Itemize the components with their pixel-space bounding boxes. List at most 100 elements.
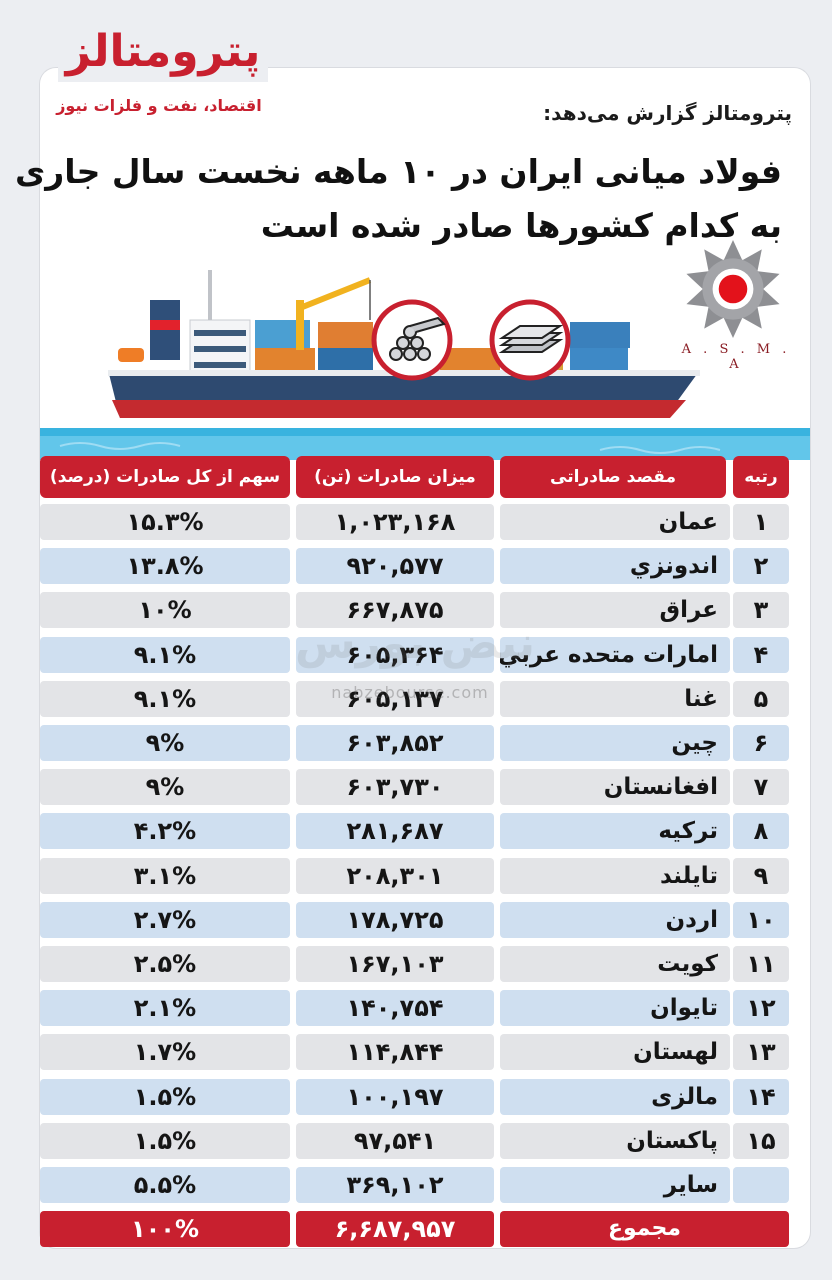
amount-cell: ۱۷۸,۷۲۵ (296, 901, 494, 938)
country-cell: مالزی (500, 1078, 730, 1115)
country-cell: چین (500, 725, 730, 761)
share-cell: ۱.۵% (40, 1078, 290, 1115)
table-row: ۹ تایلند ۲۰۸,۳۰۱ ۳.۱% (0, 857, 832, 894)
table-header: رتبه مقصد صادراتی میزان صادرات (تن) سهم … (0, 456, 832, 498)
table-row: ۱ عمان ۱,۰۲۳,۱۶۸ ۱۵.۳% (0, 504, 832, 540)
rank-cell: ۱۳ (733, 1034, 789, 1071)
table-row: ۱۰ اردن ۱۷۸,۷۲۵ ۲.۷% (0, 901, 832, 938)
amount-cell: ۶۶۷,۸۷۵ (296, 592, 494, 629)
header-share: سهم از کل صادرات (درصد) (40, 456, 290, 498)
country-cell: ترکیه (500, 813, 730, 850)
table-row: ۴ امارات متحده عربي ۶۰۵,۳۶۴ ۹.۱% (0, 636, 832, 673)
header-country: مقصد صادراتی (500, 456, 726, 498)
steel-sheets-icon (489, 299, 571, 381)
share-cell: ۱۳.۸% (40, 548, 290, 585)
country-cell: اردن (500, 901, 730, 938)
brand-logo: پترومتالز (58, 22, 268, 82)
table-row: ۵ غنا ۶۰۵,۱۳۷ ۹.۱% (0, 680, 832, 717)
country-cell: کویت (500, 946, 730, 982)
report-line: پترومتالز گزارش می‌دهد: (543, 101, 792, 125)
share-cell: ۴.۲% (40, 813, 290, 850)
country-cell: افغانستان (500, 769, 730, 806)
table-row: ۱۴ مالزی ۱۰۰,۱۹۷ ۱.۵% (0, 1078, 832, 1115)
amount-cell: ۹۲۰,۵۷۷ (296, 548, 494, 585)
amount-cell: ۱۰۰,۱۹۷ (296, 1078, 494, 1115)
rank-cell: ۲ (733, 548, 789, 585)
brand-tagline: اقتصاد، نفت و فلزات نیوز (56, 96, 262, 115)
amount-cell: ۲۰۸,۳۰۱ (296, 857, 494, 894)
table-row: ۸ ترکیه ۲۸۱,۶۸۷ ۴.۲% (0, 813, 832, 850)
table-row: ۱۵ پاکستان ۹۷,۵۴۱ ۱.۵% (0, 1122, 832, 1159)
rank-cell: ۹ (733, 857, 789, 894)
amount-cell: ۶۰۵,۱۳۷ (296, 680, 494, 717)
cargo-ship-icon (40, 270, 810, 460)
amount-cell: ۲۸۱,۶۸۷ (296, 813, 494, 850)
share-cell: ۱۵.۳% (40, 504, 290, 540)
amount-cell: ۱۶۷,۱۰۳ (296, 946, 494, 982)
total-amount: ۶,۶۸۷,۹۵۷ (296, 1211, 494, 1248)
rank-cell: ۱۲ (733, 990, 789, 1027)
amount-cell: ۱۱۴,۸۴۴ (296, 1034, 494, 1071)
share-cell: ۳.۱% (40, 857, 290, 894)
country-cell: تایوان (500, 990, 730, 1027)
total-label: مجموع (500, 1211, 789, 1248)
amount-cell: ۶۰۳,۷۳۰ (296, 769, 494, 806)
headline-line-2: به کدام کشورها صادر شده است (260, 206, 782, 245)
country-cell: لهستان (500, 1034, 730, 1071)
share-cell: ۲.۵% (40, 946, 290, 982)
share-cell: ۵.۵% (40, 1167, 290, 1203)
amount-cell: ۶۰۳,۸۵۲ (296, 725, 494, 761)
asma-logo-text: A . S . M . A (681, 342, 791, 372)
table-row: سایر ۳۶۹,۱۰۲ ۵.۵% (0, 1167, 832, 1203)
table-row: ۷ افغانستان ۶۰۳,۷۳۰ ۹% (0, 769, 832, 806)
amount-cell: ۱,۰۲۳,۱۶۸ (296, 504, 494, 540)
rank-cell: ۱ (733, 504, 789, 540)
country-cell: پاکستان (500, 1122, 730, 1159)
country-cell: تایلند (500, 857, 730, 894)
headline-line-1: فولاد میانی ایران در ۱۰ ماهه نخست سال جا… (14, 152, 782, 191)
rank-cell: ۱۵ (733, 1122, 789, 1159)
share-cell: ۹% (40, 769, 290, 806)
share-cell: ۲.۷% (40, 901, 290, 938)
country-cell: سایر (500, 1167, 730, 1203)
steel-bars-icon (371, 299, 453, 381)
table-row: ۱۲ تایوان ۱۴۰,۷۵۴ ۲.۱% (0, 990, 832, 1027)
share-cell: ۹.۱% (40, 680, 290, 717)
amount-cell: ۱۴۰,۷۵۴ (296, 990, 494, 1027)
amount-cell: ۹۷,۵۴۱ (296, 1122, 494, 1159)
table-row: ۱۳ لهستان ۱۱۴,۸۴۴ ۱.۷% (0, 1034, 832, 1071)
header-amount: میزان صادرات (تن) (296, 456, 494, 498)
rank-cell: ۷ (733, 769, 789, 806)
table-row: ۲ اندونزي ۹۲۰,۵۷۷ ۱۳.۸% (0, 548, 832, 585)
country-cell: غنا (500, 680, 730, 717)
rank-cell: ۶ (733, 725, 789, 761)
asma-gear-logo-icon (686, 240, 780, 338)
country-cell: امارات متحده عربي (500, 636, 730, 673)
country-cell: عمان (500, 504, 730, 540)
rank-cell (733, 1167, 789, 1203)
share-cell: ۱.۵% (40, 1122, 290, 1159)
share-cell: ۹% (40, 725, 290, 761)
table-row: ۶ چین ۶۰۳,۸۵۲ ۹% (0, 725, 832, 761)
rank-cell: ۱۱ (733, 946, 789, 982)
rank-cell: ۱۴ (733, 1078, 789, 1115)
total-share: ۱۰۰% (40, 1211, 290, 1248)
rank-cell: ۳ (733, 592, 789, 629)
country-cell: عراق (500, 592, 730, 629)
share-cell: ۱.۷% (40, 1034, 290, 1071)
rank-cell: ۵ (733, 680, 789, 717)
rank-cell: ۴ (733, 636, 789, 673)
table-row: ۱۱ کویت ۱۶۷,۱۰۳ ۲.۵% (0, 946, 832, 982)
rank-cell: ۸ (733, 813, 789, 850)
share-cell: ۲.۱% (40, 990, 290, 1027)
country-cell: اندونزي (500, 548, 730, 585)
rank-cell: ۱۰ (733, 901, 789, 938)
amount-cell: ۶۰۵,۳۶۴ (296, 636, 494, 673)
share-cell: ۹.۱% (40, 636, 290, 673)
share-cell: ۱۰% (40, 592, 290, 629)
header-rank: رتبه (733, 456, 789, 498)
amount-cell: ۳۶۹,۱۰۲ (296, 1167, 494, 1203)
table-total-row: مجموع ۶,۶۸۷,۹۵۷ ۱۰۰% (0, 1211, 832, 1248)
table-row: ۳ عراق ۶۶۷,۸۷۵ ۱۰% (0, 592, 832, 629)
